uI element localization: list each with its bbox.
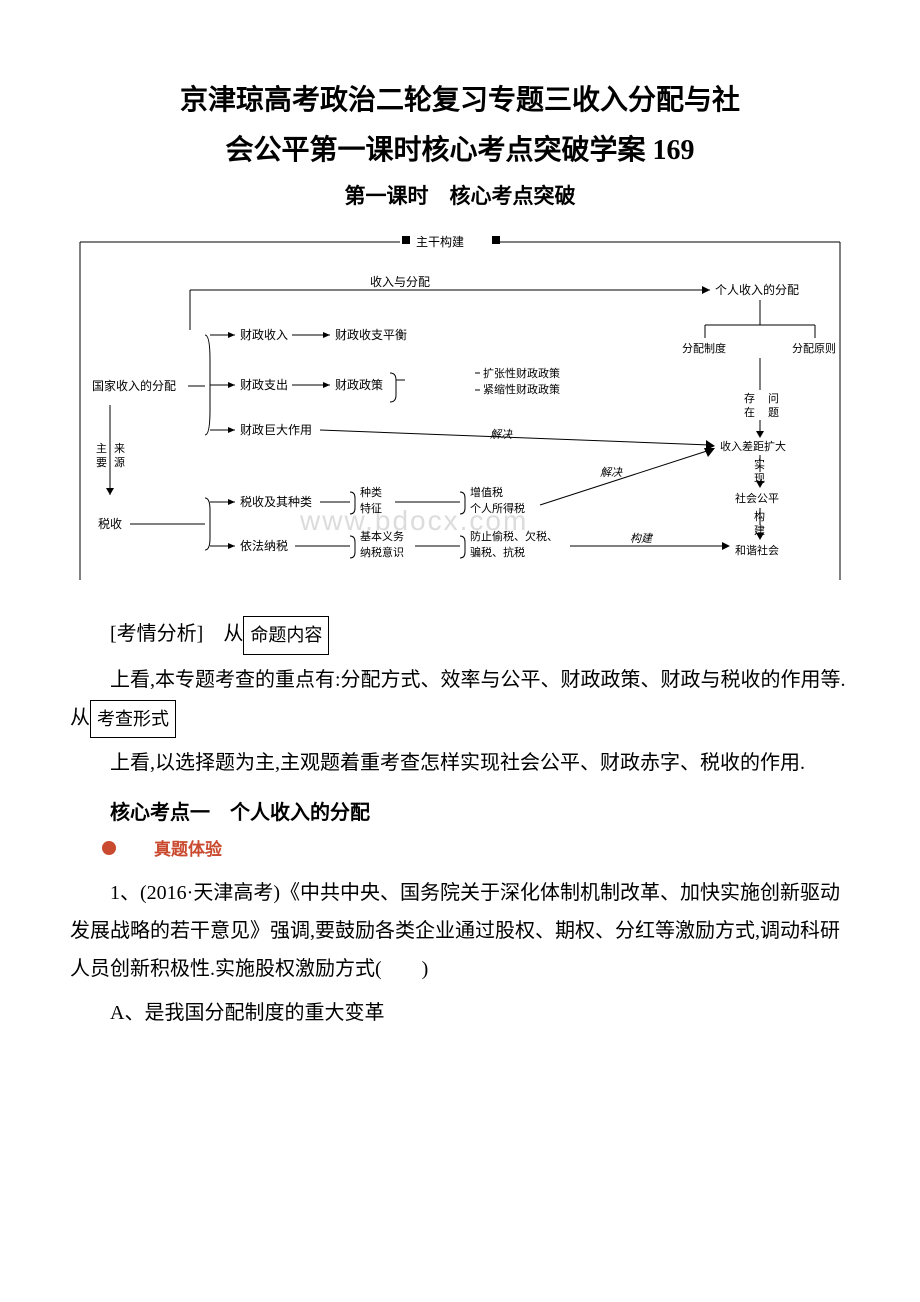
node-fenpei-zhidu: 分配制度: [682, 341, 726, 355]
node-cunzai: 存: [744, 391, 755, 405]
analysis-p1: 上看,本专题考查的重点有:分配方式、效率与公平、财政政策、财政与税收的作用等.从…: [70, 661, 850, 739]
node-jiejue1: 解决: [490, 428, 513, 441]
diagram-header: 主干构建: [416, 234, 464, 249]
node-gerensuodeshui: 个人所得税: [470, 501, 525, 515]
node-cunzai2: 在: [744, 406, 755, 419]
node-lai: 来: [114, 442, 125, 455]
node-wenti: 问: [768, 392, 779, 405]
box-kaocha: 考查形式: [90, 700, 176, 738]
node-shuishou-zhonglei: 税收及其种类: [240, 495, 312, 509]
q1-optA: A、是我国分配制度的重大变革: [70, 994, 850, 1032]
node-caizheng-zhichu: 财政支出: [240, 378, 288, 392]
node-caizheng-shouru: 财政收入: [240, 328, 288, 342]
node-guojia: 国家收入的分配: [92, 378, 176, 393]
node-goujian: 构: [754, 509, 765, 523]
node-nashui-yishi: 纳税意识: [360, 545, 404, 559]
node-zhu: 主: [96, 442, 107, 455]
node-caizheng-zhengce: 财政政策: [335, 378, 383, 392]
q1-text: 1、(2016·天津高考)《中共中央、国务院关于深化体制机制改革、加快实施创新驱…: [70, 874, 850, 988]
badge-dot-icon: [102, 841, 116, 855]
analysis-p1-text: 上看,本专题考查的重点有:分配方式、效率与公平、财政政策、财政与税收的作用等.从: [70, 669, 846, 729]
doc-subtitle: 第一课时 核心考点突破: [70, 180, 850, 210]
doc-title-line1: 京津琼高考政治二轮复习专题三收入分配与社: [70, 80, 850, 122]
analysis-prefix: [考情分析] 从: [110, 623, 243, 645]
node-zengzhishui: 增值税: [470, 485, 503, 499]
node-shouru-fenpei: 收入与分配: [370, 275, 430, 289]
node-jiben-yiwu: 基本义务: [360, 529, 404, 543]
node-shuishou: 税收: [98, 517, 122, 531]
node-shehui-gongping: 社会公平: [735, 491, 779, 505]
node-shouru-chaju: 收入差距扩大: [720, 439, 786, 453]
node-tezheng: 特征: [360, 501, 382, 515]
node-yao: 要: [96, 456, 107, 469]
badge-row: 真题体验: [70, 835, 850, 860]
node-yuan: 源: [114, 455, 125, 469]
node-geren-shouru: 个人收入的分配: [715, 282, 799, 297]
analysis-line1: [考情分析] 从命题内容: [70, 615, 850, 655]
node-yifa-nashui: 依法纳税: [240, 538, 288, 553]
node-shouzhi-pingheng: 财政收支平衡: [335, 328, 407, 342]
badge-text: 真题体验: [122, 835, 222, 860]
node-jiejue2: 解决: [600, 466, 623, 479]
node-hexie-shehui: 和谐社会: [735, 543, 779, 557]
section1-heading: 核心考点一 个人收入的分配: [70, 796, 850, 825]
node-judazuoyong: 财政巨大作用: [240, 423, 312, 437]
node-goujian-label: 构建: [630, 532, 654, 545]
concept-diagram: 主干构建 www.bdocx.com 收入与分配 个人收入的分配 国家收入的分配…: [70, 230, 850, 590]
box-mingti: 命题内容: [243, 616, 329, 654]
node-shixian: 实: [754, 457, 765, 471]
node-pianshui: 骗税、抗税: [470, 545, 525, 559]
node-zhonglei: 种类: [360, 485, 382, 499]
node-fangzhi: 防止偷税、欠税、: [470, 529, 558, 543]
node-fenpei-yuanze: 分配原则: [792, 342, 836, 355]
node-jinsuo: 紧缩性财政政策: [483, 382, 560, 396]
node-wenti2: 题: [768, 406, 779, 419]
node-kuozhang: 扩张性财政政策: [483, 366, 560, 380]
analysis-p2: 上看,以选择题为主,主观题着重考查怎样实现社会公平、财政赤字、税收的作用.: [70, 744, 850, 782]
doc-title-line2: 会公平第一课时核心考点突破学案 169: [70, 130, 850, 172]
